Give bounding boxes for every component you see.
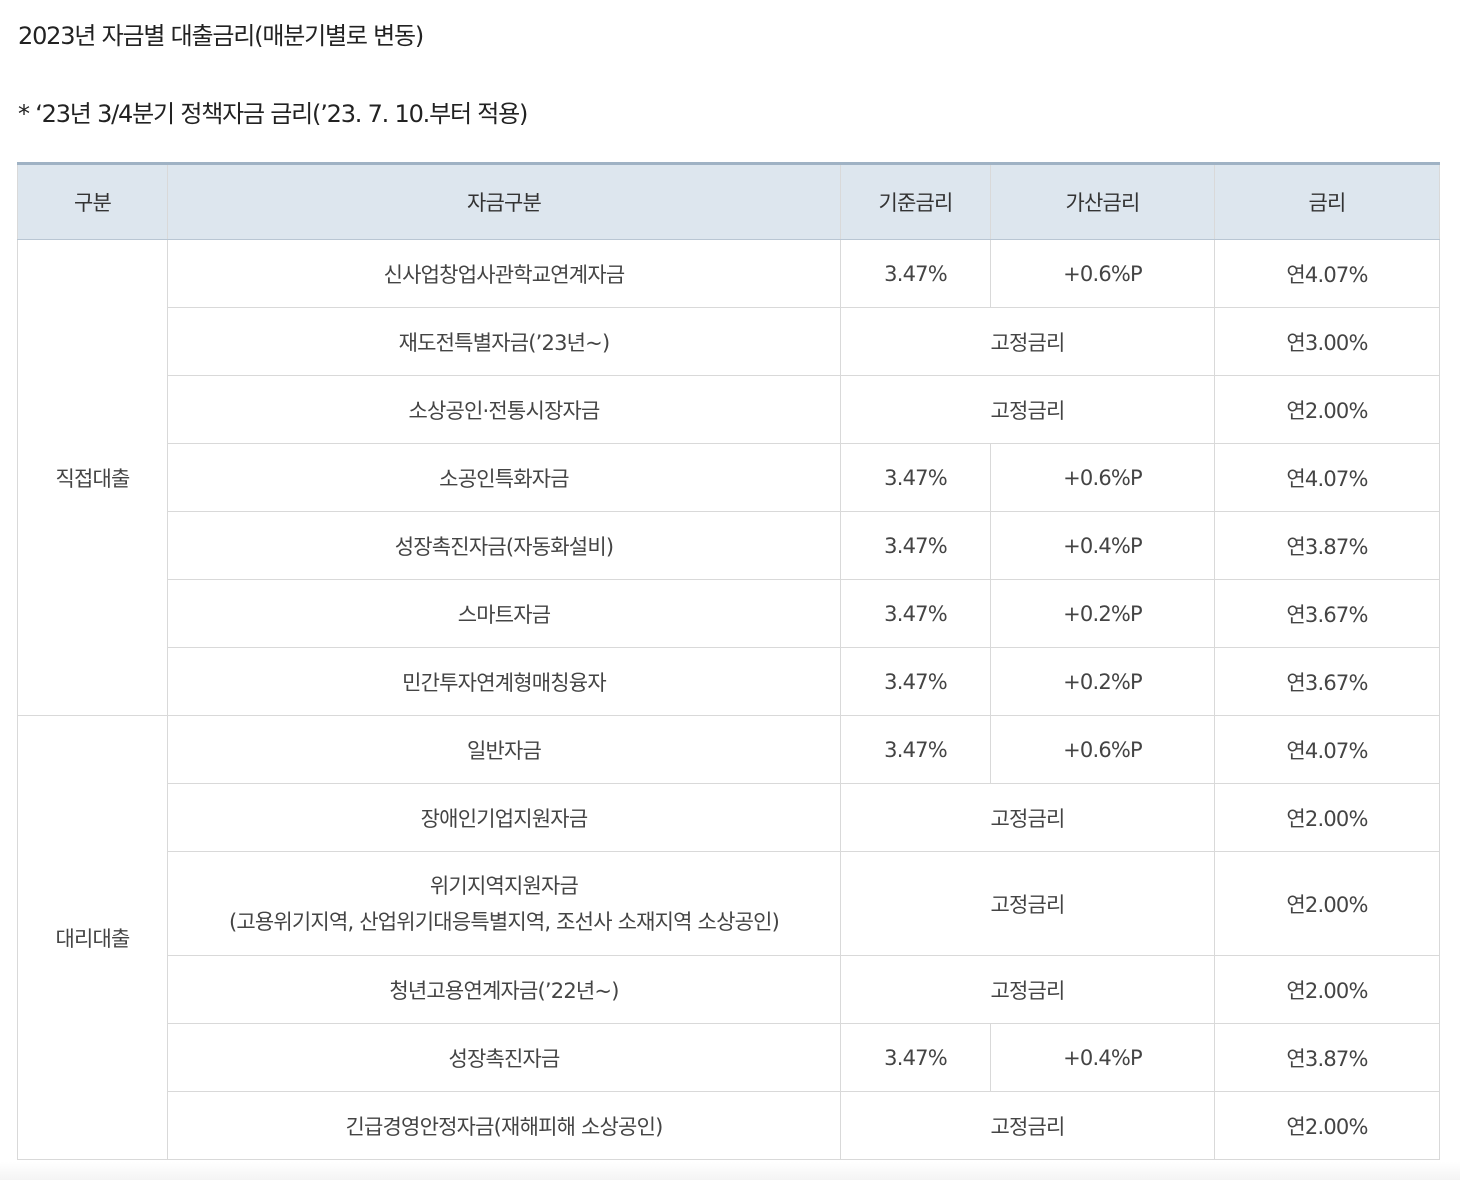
table-row: 소공인특화자금 3.47% +0.6%P 연4.07% [18,443,1440,512]
rate: 연4.07% [1214,239,1440,308]
rate: 연2.00% [1214,851,1440,956]
header-category: 구분 [17,162,168,240]
bottom-divider [0,1162,1460,1180]
fund-name: 소공인특화자금 [167,443,841,512]
group-label-direct: 직접대출 [17,239,168,716]
table-row: 청년고용연계자금(’22년~) 고정금리 연2.00% [18,955,1440,1024]
fund-name: 장애인기업지원자금 [167,783,841,852]
fund-name: 성장촉진자금(자동화설비) [167,511,841,580]
added-rate: +0.6%P [990,715,1215,784]
fund-name: 민간투자연계형매칭융자 [167,647,841,716]
header-fund-type: 자금구분 [167,162,841,240]
header-base-rate: 기준금리 [840,162,991,240]
added-rate: +0.6%P [990,239,1215,308]
added-rate: +0.2%P [990,579,1215,648]
rate: 연2.00% [1214,375,1440,444]
base-rate: 3.47% [840,647,991,716]
fixed-rate-label: 고정금리 [840,851,1215,956]
fund-name: 신사업창업사관학교연계자금 [167,239,841,308]
base-rate: 3.47% [840,715,991,784]
rate: 연3.87% [1214,1023,1440,1092]
added-rate: +0.4%P [990,511,1215,580]
rate: 연3.00% [1214,307,1440,376]
table-row: 직접대출 신사업창업사관학교연계자금 3.47% +0.6%P 연4.07% [17,239,1440,716]
fund-name: 스마트자금 [167,579,841,648]
header-rate: 금리 [1214,162,1440,240]
rate: 연3.87% [1214,511,1440,580]
base-rate: 3.47% [840,1023,991,1092]
table-row: 위기지역지원자금 (고용위기지역, 산업위기대응특별지역, 조선사 소재지역 소… [18,851,1440,956]
fixed-rate-label: 고정금리 [840,375,1215,444]
base-rate: 3.47% [840,579,991,648]
rate-note: * ‘23년 3/4분기 정책자금 금리(’23. 7. 10.부터 적용) [18,100,528,128]
table-row: 소상공인·전통시장자금 고정금리 연2.00% [18,375,1440,444]
fixed-rate-label: 고정금리 [840,955,1215,1024]
page-title: 2023년 자금별 대출금리(매분기별로 변동) [18,22,424,50]
fund-name-multiline: 위기지역지원자금 (고용위기지역, 산업위기대응특별지역, 조선사 소재지역 소… [167,851,841,956]
table-header-row: 구분 자금구분 기준금리 가산금리 금리 [17,162,1440,240]
fund-name: 청년고용연계자금(’22년~) [167,955,841,1024]
fund-name: 소상공인·전통시장자금 [167,375,841,444]
table-row: 스마트자금 3.47% +0.2%P 연3.67% [18,579,1440,648]
table-row: 긴급경영안정자금(재해피해 소상공인) 고정금리 연2.00% [18,1091,1440,1160]
fund-name-sub: (고용위기지역, 산업위기대응특별지역, 조선사 소재지역 소상공인) [228,909,780,934]
group-label-agency: 대리대출 [17,715,168,1160]
fixed-rate-label: 고정금리 [840,1091,1215,1160]
fund-name: 일반자금 [167,715,841,784]
base-rate: 3.47% [840,443,991,512]
added-rate: +0.2%P [990,647,1215,716]
table-row: 성장촉진자금 3.47% +0.4%P 연3.87% [18,1023,1440,1092]
base-rate: 3.47% [840,239,991,308]
added-rate: +0.4%P [990,1023,1215,1092]
rate: 연4.07% [1214,443,1440,512]
fund-name: 긴급경영안정자금(재해피해 소상공인) [167,1091,841,1160]
fixed-rate-label: 고정금리 [840,307,1215,376]
fund-name: 성장촉진자금 [167,1023,841,1092]
rate: 연3.67% [1214,647,1440,716]
fund-name: 위기지역지원자금 [429,873,579,898]
table-row: 성장촉진자금(자동화설비) 3.47% +0.4%P 연3.87% [18,511,1440,580]
rate: 연3.67% [1214,579,1440,648]
table-row: 재도전특별자금(’23년~) 고정금리 연3.00% [18,307,1440,376]
loan-rate-table: 구분 자금구분 기준금리 가산금리 금리 직접대출 신사업창업사관학교연계자금 … [17,162,1440,1160]
rate: 연2.00% [1214,1091,1440,1160]
table-row: 민간투자연계형매칭융자 3.47% +0.2%P 연3.67% [18,647,1440,716]
rate: 연2.00% [1214,955,1440,1024]
fund-name: 재도전특별자금(’23년~) [167,307,841,376]
fixed-rate-label: 고정금리 [840,783,1215,852]
added-rate: +0.6%P [990,443,1215,512]
header-added-rate: 가산금리 [990,162,1215,240]
table-row: 장애인기업지원자금 고정금리 연2.00% [18,783,1440,852]
rate: 연2.00% [1214,783,1440,852]
rate: 연4.07% [1214,715,1440,784]
table-row: 대리대출 일반자금 3.47% +0.6%P 연4.07% [17,715,1440,1160]
base-rate: 3.47% [840,511,991,580]
